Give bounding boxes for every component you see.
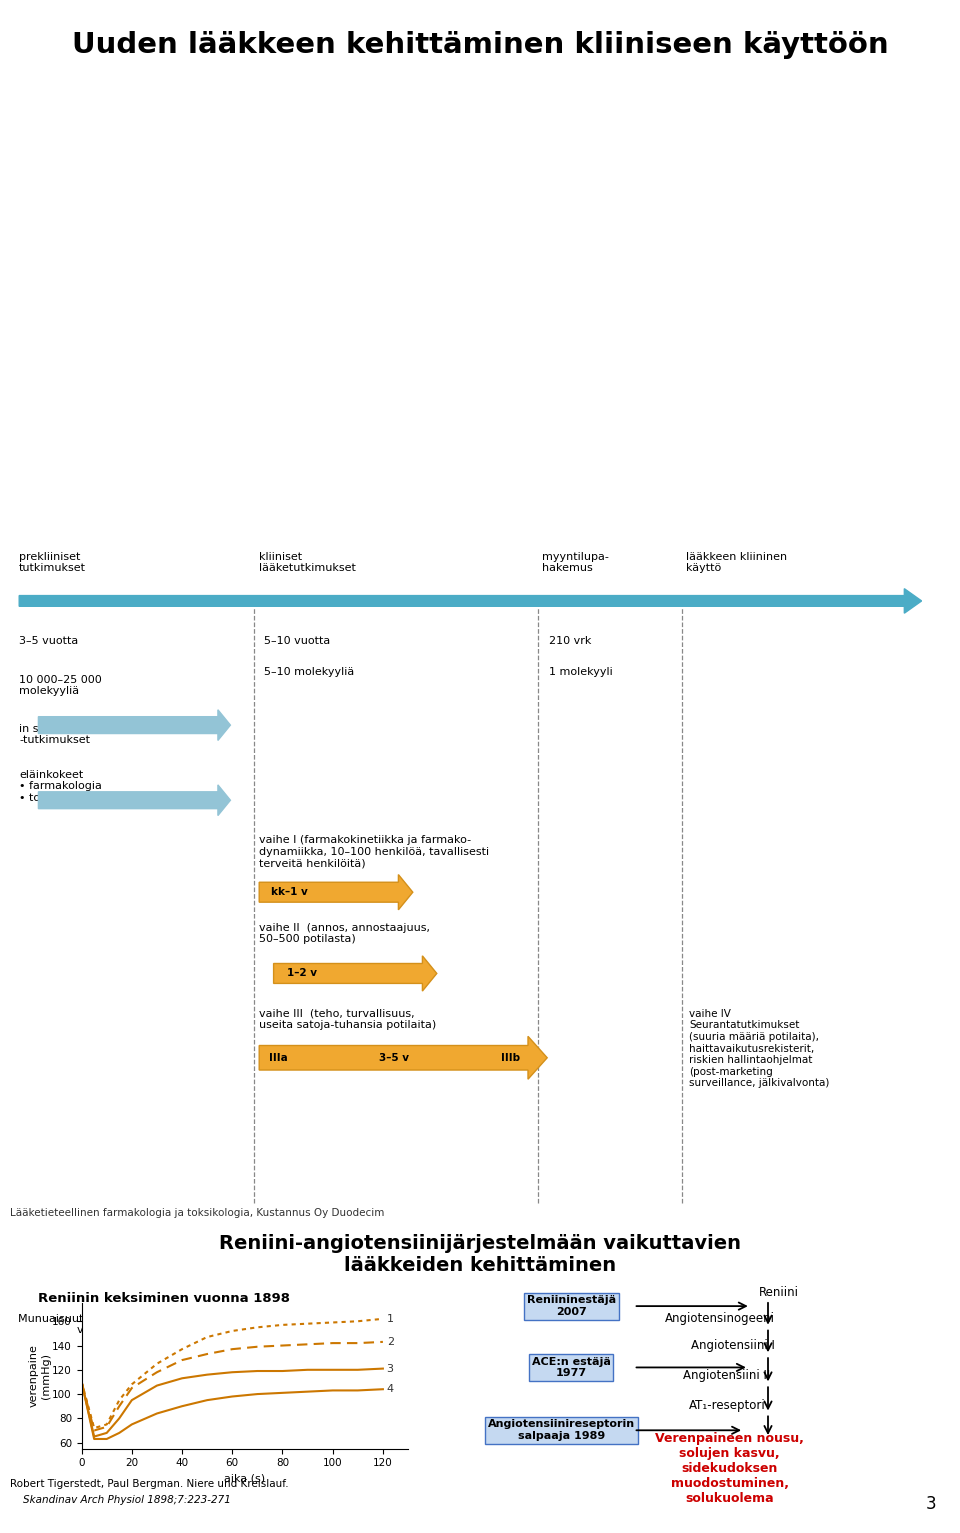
Text: vaihe III  (teho, turvallisuus,
useita satoja-tuhansia potilaita): vaihe III (teho, turvallisuus, useita sa… <box>259 1009 437 1030</box>
Text: 5–10 molekyyliä: 5–10 molekyyliä <box>264 667 354 678</box>
Text: lääkkeen kliininen
käyttö: lääkkeen kliininen käyttö <box>686 552 787 573</box>
Text: Lääketieteellinen farmakologia ja toksikologia, Kustannus Oy Duodecim: Lääketieteellinen farmakologia ja toksik… <box>10 1208 384 1219</box>
Text: Skandinav Arch Physiol 1898;7:223-271: Skandinav Arch Physiol 1898;7:223-271 <box>10 1495 230 1505</box>
Text: Verenpaineen nousu,
solujen kasvu,
sidekudoksen
muodostuminen,
solukuolema: Verenpaineen nousu, solujen kasvu, sidek… <box>655 1432 804 1505</box>
Text: kk–1 v: kk–1 v <box>271 888 307 897</box>
Text: 3: 3 <box>387 1363 394 1374</box>
Text: Reniini-angiotensiinijärjestelmään vaikuttavien
lääkkeiden kehittäminen: Reniini-angiotensiinijärjestelmään vaiku… <box>219 1234 741 1275</box>
Text: 3: 3 <box>925 1495 936 1513</box>
Text: IIIa: IIIa <box>269 1053 288 1062</box>
FancyArrow shape <box>274 957 437 992</box>
FancyArrow shape <box>19 589 922 613</box>
Text: 3–5 vuotta: 3–5 vuotta <box>19 636 79 647</box>
Text: 1 molekyyli: 1 molekyyli <box>549 667 612 678</box>
Text: 4: 4 <box>387 1384 394 1393</box>
Text: Uuden lääkkeen kehittäminen kliiniseen käyttöön: Uuden lääkkeen kehittäminen kliiniseen k… <box>72 31 888 58</box>
Text: kliiniset
lääketutkimukset: kliiniset lääketutkimukset <box>259 552 356 573</box>
Text: vaihe II  (annos, annostaajuus,
50–500 potilasta): vaihe II (annos, annostaajuus, 50–500 po… <box>259 923 430 944</box>
Text: ACE:n estäjä
1977: ACE:n estäjä 1977 <box>532 1357 611 1378</box>
Text: 2: 2 <box>387 1337 394 1348</box>
Text: AT₁-reseptori: AT₁-reseptori <box>689 1400 766 1412</box>
FancyArrow shape <box>259 1036 547 1079</box>
Text: Angiotensiinireseptorin
salpaaja 1989: Angiotensiinireseptorin salpaaja 1989 <box>488 1420 636 1441</box>
Text: vaihe I (farmakokinetiikka ja farmako-
dynamiikka, 10–100 henkilöä, tavallisesti: vaihe I (farmakokinetiikka ja farmako- d… <box>259 835 490 869</box>
Text: Robert Tigerstedt, Paul Bergman. Niere und Kreislauf.: Robert Tigerstedt, Paul Bergman. Niere u… <box>10 1479 288 1490</box>
Text: Angiotensiini I: Angiotensiini I <box>690 1340 775 1352</box>
Text: Reniini: Reniini <box>758 1286 799 1298</box>
Y-axis label: verenpaine
(mmHg): verenpaine (mmHg) <box>29 1344 51 1407</box>
Text: 210 vrk: 210 vrk <box>549 636 591 647</box>
Text: eläinkokeet
• farmakologia
• toksikologia: eläinkokeet • farmakologia • toksikologi… <box>19 770 102 803</box>
Text: 10 000–25 000
molekyyliä: 10 000–25 000 molekyyliä <box>19 675 102 696</box>
Text: Reniinin keksiminen vuonna 1898: Reniinin keksiminen vuonna 1898 <box>38 1292 290 1305</box>
Text: 3–5 v: 3–5 v <box>378 1053 409 1062</box>
Text: in silico- ja in vitro
-tutkimukset: in silico- ja in vitro -tutkimukset <box>19 724 121 745</box>
Text: myyntilupa-
hakemus: myyntilupa- hakemus <box>542 552 610 573</box>
FancyArrow shape <box>38 785 230 816</box>
Text: Angiotensiini II: Angiotensiini II <box>684 1369 770 1381</box>
FancyArrow shape <box>259 874 413 911</box>
Text: 1: 1 <box>387 1314 394 1325</box>
Text: IIIb: IIIb <box>501 1053 520 1062</box>
FancyArrow shape <box>38 710 230 740</box>
Text: Reniininestäjä
2007: Reniininestäjä 2007 <box>527 1295 615 1317</box>
X-axis label: aika (s): aika (s) <box>225 1473 265 1484</box>
Text: prekliiniset
tutkimukset: prekliiniset tutkimukset <box>19 552 86 573</box>
Text: Munuaisuutteen vaikutus neljän kanin
verenpaineeseen: Munuaisuutteen vaikutus neljän kanin ver… <box>18 1314 231 1335</box>
Text: Angiotensinogeeni: Angiotensinogeeni <box>665 1312 775 1325</box>
Text: 1–2 v: 1–2 v <box>287 969 317 978</box>
Text: vaihe IV
Seurantatutkimukset
(suuria määriä potilaita),
haittavaikutusrekisterit: vaihe IV Seurantatutkimukset (suuria mää… <box>689 1009 829 1088</box>
Text: 5–10 vuotta: 5–10 vuotta <box>264 636 330 647</box>
